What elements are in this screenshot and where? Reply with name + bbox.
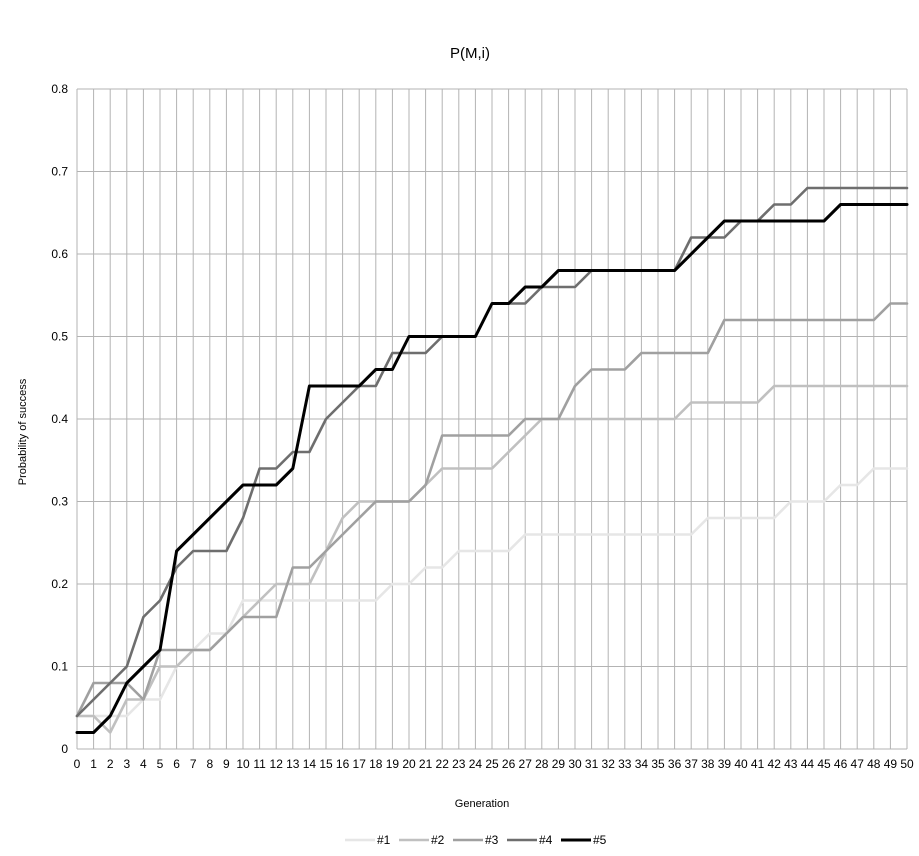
x-tick-label: 4 — [140, 757, 147, 771]
x-tick-label: 47 — [851, 757, 865, 771]
x-tick-label: 18 — [369, 757, 383, 771]
chart-title: P(M,i) — [450, 45, 490, 62]
x-tick-label: 16 — [336, 757, 350, 771]
x-tick-label: 36 — [668, 757, 682, 771]
x-tick-label: 26 — [502, 757, 516, 771]
series-lines — [75, 186, 909, 734]
legend-item: #4 — [507, 833, 553, 847]
x-tick-label: 44 — [801, 757, 815, 771]
x-tick-label: 7 — [190, 757, 197, 771]
x-axis-ticks: 0 1 2 3 4 5 6 7 8 9 10 11 12 13 14 15 16 17 18 19 20 21 22 23 24… — [74, 757, 914, 771]
x-tick-label: 17 — [353, 757, 367, 771]
x-tick-label: 40 — [734, 757, 748, 771]
x-tick-label: 39 — [718, 757, 732, 771]
legend-item: #3 — [453, 833, 499, 847]
series-line-5 — [75, 203, 909, 734]
x-tick-label: 38 — [701, 757, 715, 771]
x-axis-label: Generation — [455, 798, 509, 810]
x-tick-label: 24 — [469, 757, 483, 771]
x-tick-label: 33 — [618, 757, 632, 771]
x-tick-label: 35 — [651, 757, 665, 771]
x-tick-label: 19 — [386, 757, 400, 771]
x-tick-label: 29 — [552, 757, 566, 771]
legend-label: #2 — [431, 833, 445, 847]
x-tick-label: 45 — [817, 757, 831, 771]
x-tick-label: 9 — [223, 757, 230, 771]
x-tick-label: 3 — [123, 757, 130, 771]
x-tick-label: 22 — [436, 757, 450, 771]
y-tick-label: 0.6 — [51, 247, 68, 261]
x-tick-label: 30 — [568, 757, 582, 771]
y-tick-label: 0.3 — [51, 495, 68, 509]
legend-item: #1 — [345, 833, 391, 847]
y-tick-label: 0.2 — [51, 577, 68, 591]
legend-item: #5 — [561, 833, 607, 847]
series-line-3 — [75, 302, 909, 718]
legend-item: #2 — [399, 833, 445, 847]
legend-label: #5 — [593, 833, 607, 847]
x-tick-label: 50 — [900, 757, 914, 771]
y-tick-label: 0.5 — [51, 330, 68, 344]
y-tick-label: 0.1 — [51, 660, 68, 674]
x-tick-label: 32 — [602, 757, 616, 771]
x-tick-label: 37 — [685, 757, 699, 771]
x-tick-label: 27 — [519, 757, 533, 771]
x-tick-label: 46 — [834, 757, 848, 771]
legend-label: #4 — [539, 833, 553, 847]
x-tick-label: 49 — [884, 757, 898, 771]
x-tick-label: 41 — [751, 757, 765, 771]
x-tick-label: 13 — [286, 757, 300, 771]
x-tick-label: 23 — [452, 757, 466, 771]
x-tick-label: 25 — [485, 757, 499, 771]
x-tick-label: 34 — [635, 757, 649, 771]
x-tick-label: 10 — [236, 757, 250, 771]
y-axis-label: Probability of success — [17, 378, 29, 485]
x-tick-label: 43 — [784, 757, 798, 771]
x-tick-label: 15 — [319, 757, 333, 771]
series-line-1 — [75, 467, 909, 718]
y-tick-label: 0.7 — [51, 165, 68, 179]
legend: #1 #2 #3 #4 #5 — [345, 833, 607, 847]
legend-label: #3 — [485, 833, 499, 847]
x-tick-label: 31 — [585, 757, 599, 771]
x-tick-label: 28 — [535, 757, 549, 771]
x-tick-label: 42 — [768, 757, 782, 771]
x-tick-label: 11 — [253, 757, 266, 771]
y-tick-label: 0 — [61, 742, 68, 756]
x-tick-label: 2 — [107, 757, 114, 771]
x-tick-label: 0 — [74, 757, 81, 771]
x-tick-label: 8 — [206, 757, 213, 771]
x-tick-label: 1 — [90, 757, 97, 771]
x-tick-label: 20 — [402, 757, 416, 771]
legend-label: #1 — [377, 833, 391, 847]
x-tick-label: 14 — [303, 757, 317, 771]
x-tick-label: 21 — [419, 757, 433, 771]
x-tick-label: 12 — [270, 757, 284, 771]
y-tick-label: 0.4 — [51, 412, 68, 426]
y-tick-label: 0.8 — [51, 82, 68, 96]
x-tick-label: 48 — [867, 757, 881, 771]
x-tick-label: 6 — [173, 757, 180, 771]
x-tick-label: 5 — [157, 757, 164, 771]
y-axis-ticks: 0 0.1 0.2 0.3 0.4 0.5 0.6 0.7 0.8 — [51, 82, 68, 756]
